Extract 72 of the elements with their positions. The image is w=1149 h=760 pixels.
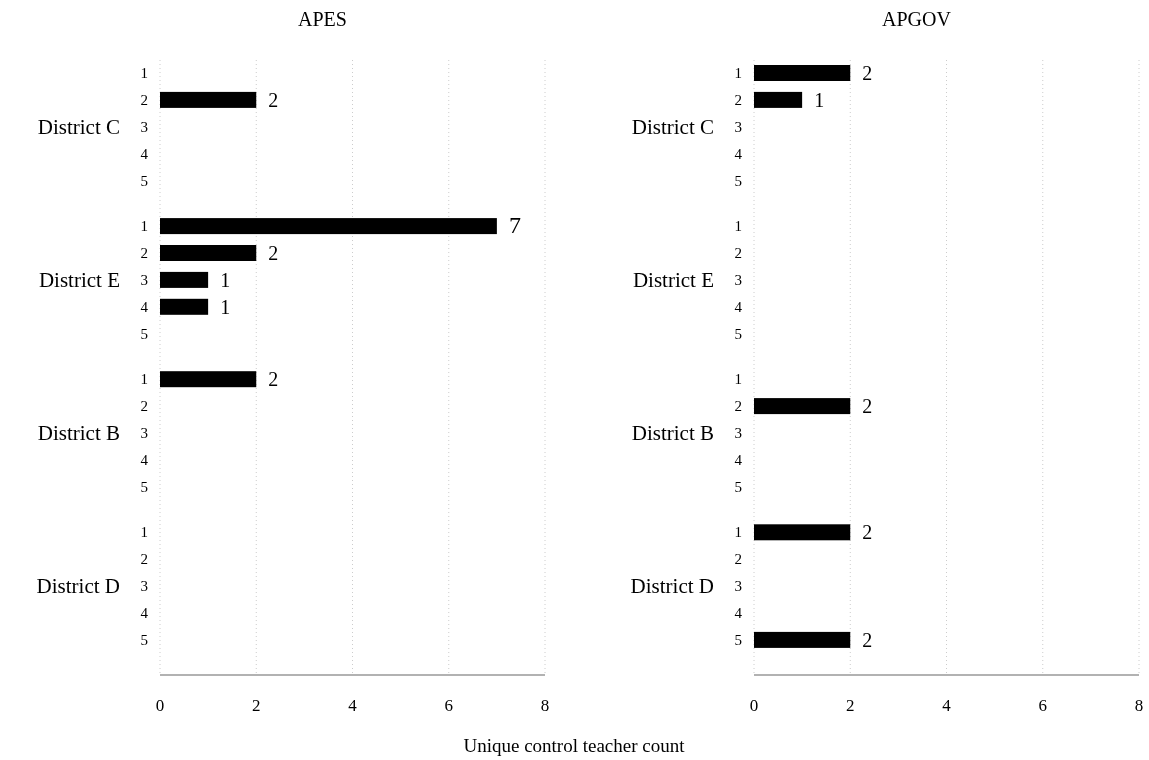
chart-title: APES xyxy=(298,8,347,30)
y-tick-label: 2 xyxy=(734,398,742,415)
x-tick-label: 2 xyxy=(252,696,261,715)
y-tick-label: 4 xyxy=(734,298,743,315)
x-tick-label: 8 xyxy=(540,696,550,715)
x-tick-label: 0 xyxy=(749,696,759,715)
y-tick-label: 5 xyxy=(734,631,742,648)
x-tick-label: 4 xyxy=(348,696,358,715)
data-label: 2 xyxy=(268,242,279,264)
y-tick-label: 3 xyxy=(140,425,148,441)
x-tick-label: 2 xyxy=(846,696,855,715)
x-tick-label: 8 xyxy=(1134,696,1144,715)
y-tick-label: 3 xyxy=(734,118,742,135)
text: District E xyxy=(632,267,714,292)
data-label: 1 xyxy=(220,295,231,318)
x-tick-label: 0 xyxy=(155,696,165,715)
y-tick-label: 5 xyxy=(734,325,742,342)
y-tick-label: 3 xyxy=(140,578,148,595)
y-tick-label: 2 xyxy=(734,245,742,261)
y-tick-label: 4 xyxy=(140,298,149,315)
y-tick-label: 3 xyxy=(140,118,148,135)
text: District E xyxy=(38,267,120,292)
data-label: 2 xyxy=(268,368,279,391)
y-tick-label: 5 xyxy=(734,172,742,189)
y-tick-label: 2 xyxy=(734,91,742,108)
y-tick-label: 1 xyxy=(734,371,742,388)
y-tick-label: 3 xyxy=(140,271,148,288)
data-label: 2 xyxy=(862,521,873,544)
y-tick-label: 5 xyxy=(140,631,148,648)
y-tick-label: 2 xyxy=(734,551,742,568)
data-label: 1 xyxy=(220,268,231,291)
y-tick-label: 2 xyxy=(140,245,148,261)
y-tick-label: 3 xyxy=(734,425,742,441)
y-tick-label: 2 xyxy=(140,398,148,415)
data-label: 2 xyxy=(862,62,873,84)
text: District B xyxy=(37,421,120,445)
y-tick-label: 2 xyxy=(140,551,148,568)
y-tick-label: 1 xyxy=(140,371,148,388)
y-tick-label: 3 xyxy=(734,271,742,288)
y-tick-label: 5 xyxy=(140,325,148,342)
x-tick-label: 6 xyxy=(444,696,453,715)
y-tick-label: 4 xyxy=(140,605,149,621)
y-tick-label: 1 xyxy=(734,524,742,541)
y-tick-label: 3 xyxy=(734,578,742,595)
y-tick-label: 5 xyxy=(734,478,742,495)
y-tick-label: 1 xyxy=(140,65,148,81)
y-tick-label: 4 xyxy=(140,451,149,468)
data-label: 7 xyxy=(508,212,521,239)
y-tick-label: 4 xyxy=(140,145,149,162)
y-tick-label: 1 xyxy=(140,218,148,235)
data-label: 1 xyxy=(814,88,825,111)
data-label: 2 xyxy=(862,395,873,418)
x-tick-label: 4 xyxy=(942,696,952,715)
text: District C xyxy=(37,114,120,139)
chart-title: APGOV xyxy=(882,8,952,30)
y-tick-label: 5 xyxy=(140,172,148,189)
text: District D xyxy=(36,574,120,599)
y-tick-label: 4 xyxy=(734,451,743,468)
y-tick-label: 1 xyxy=(734,65,742,81)
data-label: 2 xyxy=(862,628,873,651)
x-axis-title: Unique control teacher count xyxy=(463,735,686,756)
x-tick-label: 6 xyxy=(1038,696,1047,715)
text: District D xyxy=(630,574,714,599)
data-label: 2 xyxy=(268,88,279,111)
y-tick-label: 4 xyxy=(734,145,743,162)
y-tick-label: 4 xyxy=(734,605,743,621)
y-tick-label: 5 xyxy=(140,478,148,495)
text: District B xyxy=(631,421,714,445)
text: District C xyxy=(631,114,714,139)
y-tick-label: 2 xyxy=(140,91,148,108)
y-tick-label: 1 xyxy=(140,524,148,541)
y-tick-label: 1 xyxy=(734,218,742,235)
